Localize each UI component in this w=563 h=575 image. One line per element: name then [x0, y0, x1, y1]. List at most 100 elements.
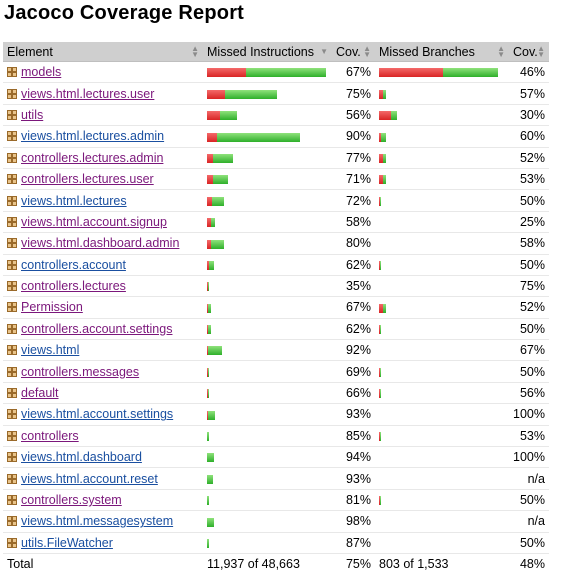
branch-coverage: 53%	[509, 425, 549, 448]
coverage-bar	[207, 282, 209, 292]
missed-instructions-bar-cell	[203, 532, 332, 554]
col-header-missed-instructions-label: Missed Instructions	[207, 44, 314, 59]
package-link[interactable]: Permission	[21, 300, 83, 315]
instruction-coverage: 71%	[332, 168, 375, 191]
missed-branches-bar-cell	[375, 446, 509, 469]
coverage-bar	[379, 303, 386, 313]
branch-coverage: 60%	[509, 125, 549, 148]
package-link[interactable]: views.html	[21, 343, 80, 358]
covered-bar-segment	[380, 325, 381, 335]
sort-icon: ▲ ▼	[363, 44, 371, 59]
missed-bar-segment	[207, 111, 220, 121]
total-cov-instructions: 75%	[332, 552, 375, 575]
branch-coverage: n/a	[509, 510, 549, 533]
covered-bar-segment	[381, 132, 386, 142]
package-icon	[7, 473, 17, 484]
package-link[interactable]: controllers.account.settings	[21, 321, 173, 336]
instruction-coverage: 35%	[332, 275, 375, 298]
package-link[interactable]: default	[21, 386, 59, 401]
package-icon	[7, 67, 17, 78]
coverage-bar	[207, 89, 277, 99]
package-link[interactable]: views.html.dashboard.admin	[21, 236, 180, 251]
col-header-cov-instructions[interactable]: Cov. ▲ ▼	[332, 42, 375, 62]
package-link[interactable]: views.html.messagesystem	[21, 514, 174, 529]
package-link[interactable]: models	[21, 65, 62, 80]
col-header-cov-branches[interactable]: Cov. ▲ ▼	[509, 42, 549, 62]
package-link[interactable]: controllers.lectures.admin	[21, 150, 164, 165]
table-row: controllers.lectures 35% 75%	[3, 275, 549, 298]
element-cell: utils.FileWatcher	[3, 532, 203, 554]
col-header-missed-branches[interactable]: Missed Branches ▲ ▼	[375, 42, 509, 62]
instruction-coverage: 93%	[332, 403, 375, 426]
package-link[interactable]: views.html.account.reset	[21, 471, 158, 486]
package-link[interactable]: controllers.lectures.user	[21, 172, 154, 187]
package-link[interactable]: views.html.dashboard	[21, 450, 142, 465]
package-icon	[7, 281, 17, 292]
col-header-missed-branches-label: Missed Branches	[379, 44, 475, 59]
missed-bar-segment	[207, 196, 212, 206]
missed-bar-segment	[207, 218, 211, 228]
missed-branches-bar-cell	[375, 425, 509, 448]
covered-bar-segment	[207, 517, 214, 527]
table-row: controllers.lectures.admin 77% 52%	[3, 147, 549, 169]
package-link[interactable]: controllers.account	[21, 257, 126, 272]
table-row: controllers.account 62% 50%	[3, 254, 549, 276]
package-link[interactable]: controllers	[21, 428, 79, 443]
missed-bar-segment	[207, 175, 213, 185]
missed-branches-bar-cell	[375, 275, 509, 298]
package-link[interactable]: views.html.lectures	[21, 193, 127, 208]
missed-branches-bar-cell	[375, 125, 509, 148]
missed-branches-bar-cell	[375, 147, 509, 169]
col-header-cov-label: Cov.	[336, 44, 361, 59]
element-cell: views.html	[3, 339, 203, 362]
coverage-bar	[207, 432, 209, 442]
col-header-element[interactable]: Element ▲ ▼	[3, 42, 203, 62]
package-icon	[7, 238, 17, 249]
missed-branches-bar-cell	[375, 61, 509, 84]
branch-coverage: 52%	[509, 296, 549, 319]
missed-bar-segment	[379, 325, 380, 335]
branch-coverage: 50%	[509, 532, 549, 554]
branch-coverage: 30%	[509, 104, 549, 127]
coverage-bar	[379, 89, 386, 99]
package-icon	[7, 452, 17, 463]
missed-bar-segment	[379, 496, 380, 506]
missed-bar-segment	[379, 89, 383, 99]
missed-instructions-bar-cell	[203, 275, 332, 298]
instruction-coverage: 75%	[332, 82, 375, 105]
element-cell: Permission	[3, 296, 203, 319]
missed-instructions-bar-cell	[203, 211, 332, 234]
package-link[interactable]: views.html.account.signup	[21, 214, 167, 229]
total-row: Total 11,937 of 48,663 75% 803 of 1,533 …	[3, 552, 549, 575]
package-link[interactable]: controllers.messages	[21, 364, 140, 379]
package-link[interactable]: views.html.lectures.admin	[21, 129, 165, 144]
branch-coverage: 56%	[509, 382, 549, 405]
package-icon	[7, 109, 17, 120]
covered-bar-segment	[380, 260, 381, 270]
coverage-bar	[207, 389, 209, 399]
missed-bar-segment	[379, 132, 381, 142]
missed-instructions-bar-cell	[203, 318, 332, 341]
covered-bar-segment	[383, 303, 386, 313]
covered-bar-segment	[208, 389, 209, 399]
coverage-bar	[207, 517, 214, 527]
package-link[interactable]: views.html.lectures.user	[21, 86, 155, 101]
instruction-coverage: 62%	[332, 254, 375, 276]
coverage-bar	[207, 239, 224, 249]
table-row: default 66% 56%	[3, 382, 549, 405]
package-link[interactable]: views.html.account.settings	[21, 407, 174, 422]
package-link[interactable]: utils.FileWatcher	[21, 535, 113, 550]
missed-instructions-bar-cell	[203, 147, 332, 169]
element-cell: controllers.lectures.admin	[3, 147, 203, 169]
package-link[interactable]: utils	[21, 107, 44, 122]
missed-bar-segment	[207, 325, 208, 335]
package-link[interactable]: controllers.system	[21, 493, 122, 507]
col-header-missed-instructions[interactable]: Missed Instructions ▼	[203, 42, 332, 62]
package-link[interactable]: controllers.lectures	[21, 279, 126, 294]
missed-bar-segment	[207, 282, 208, 292]
missed-bar-segment	[379, 303, 383, 313]
sort-icon: ▲ ▼	[191, 44, 199, 59]
element-cell: models	[3, 61, 203, 84]
element-cell: controllers.messages	[3, 360, 203, 383]
branch-coverage: 50%	[509, 318, 549, 341]
